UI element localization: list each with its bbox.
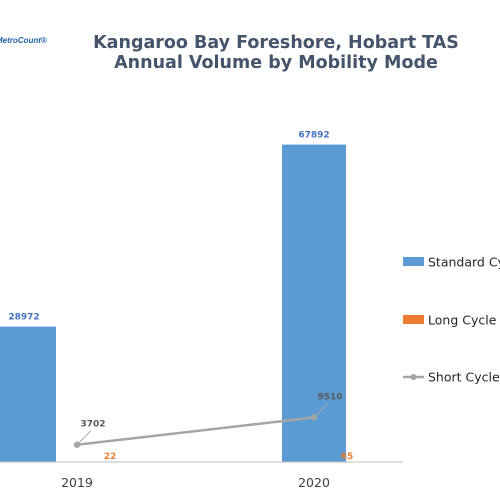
standard-cycle-bar-2020 [282,144,346,462]
legend-swatch-marker-2 [410,374,417,380]
short-cycle-label-2020: 9510 [317,393,342,403]
long-cycle-label-2019: 22 [104,452,117,462]
chart-title-line-1: Kangaroo Bay Foreshore, Hobart TAS [93,33,459,53]
legend-label-0: Standard Cycle [428,255,500,270]
standard-cycle-bar-2019 [0,326,56,462]
legend-label-1: Long Cycle [428,313,497,328]
long-cycle-label-2020: 65 [341,452,354,462]
short-cycle-leader-2019 [76,430,92,446]
chart-title-line-2: Annual Volume by Mobility Mode [114,53,438,73]
x-tick-label-2019: 2019 [61,475,93,490]
standard-cycle-label-2019: 28972 [8,313,39,323]
chart-title: Kangaroo Bay Foreshore, Hobart TAS Annua… [0,33,500,73]
legend-label-2: Short Cycle [428,370,500,385]
x-tick-label-2020: 2020 [298,475,330,490]
legend-swatch-0 [403,257,424,266]
short-cycle-line [76,416,315,446]
metrocount-logo: MetroCount® [0,36,47,45]
short-cycle-leader-2020 [313,403,329,418]
standard-cycle-label-2020: 67892 [298,131,329,141]
legend-swatch-1 [403,315,424,324]
short-cycle-label-2019: 3702 [80,420,105,430]
